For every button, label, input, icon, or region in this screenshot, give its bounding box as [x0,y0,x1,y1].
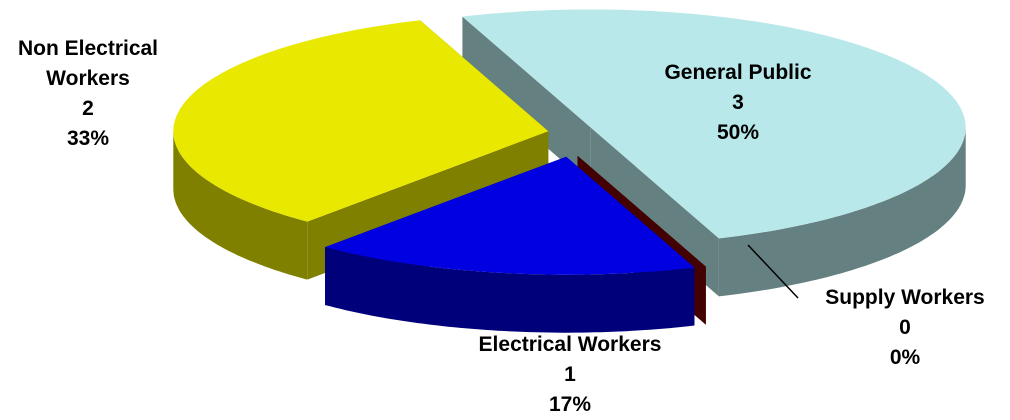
data-label: Electrical Workers 1 17% [440,330,700,420]
slice [173,20,549,222]
slice [325,156,695,275]
label-value: 1 [564,363,576,386]
label-name: Electrical Workers [478,333,662,356]
slice-wall [173,131,308,280]
slice [462,9,966,239]
data-label: General Public 3 50% [628,58,848,148]
label-value: 3 [732,91,744,114]
leader-line [747,244,799,299]
label-percent: 33% [66,127,110,150]
label-name: Non Electrical Workers [17,37,159,90]
slice-side [462,16,591,186]
label-value: 0 [899,316,911,339]
label-value: 2 [82,97,94,120]
label-percent: 17% [548,393,592,416]
label-name: Supply Workers [825,286,985,309]
pie [173,9,966,333]
slice-wall [718,127,966,297]
data-label: Non Electrical Workers 2 33% [0,34,178,154]
label-percent: 50% [716,121,760,144]
label-name: General Public [664,61,812,84]
label-percent: 0% [889,346,921,369]
slice-wall [325,247,695,333]
data-label: Supply Workers 0 0% [790,283,1010,373]
